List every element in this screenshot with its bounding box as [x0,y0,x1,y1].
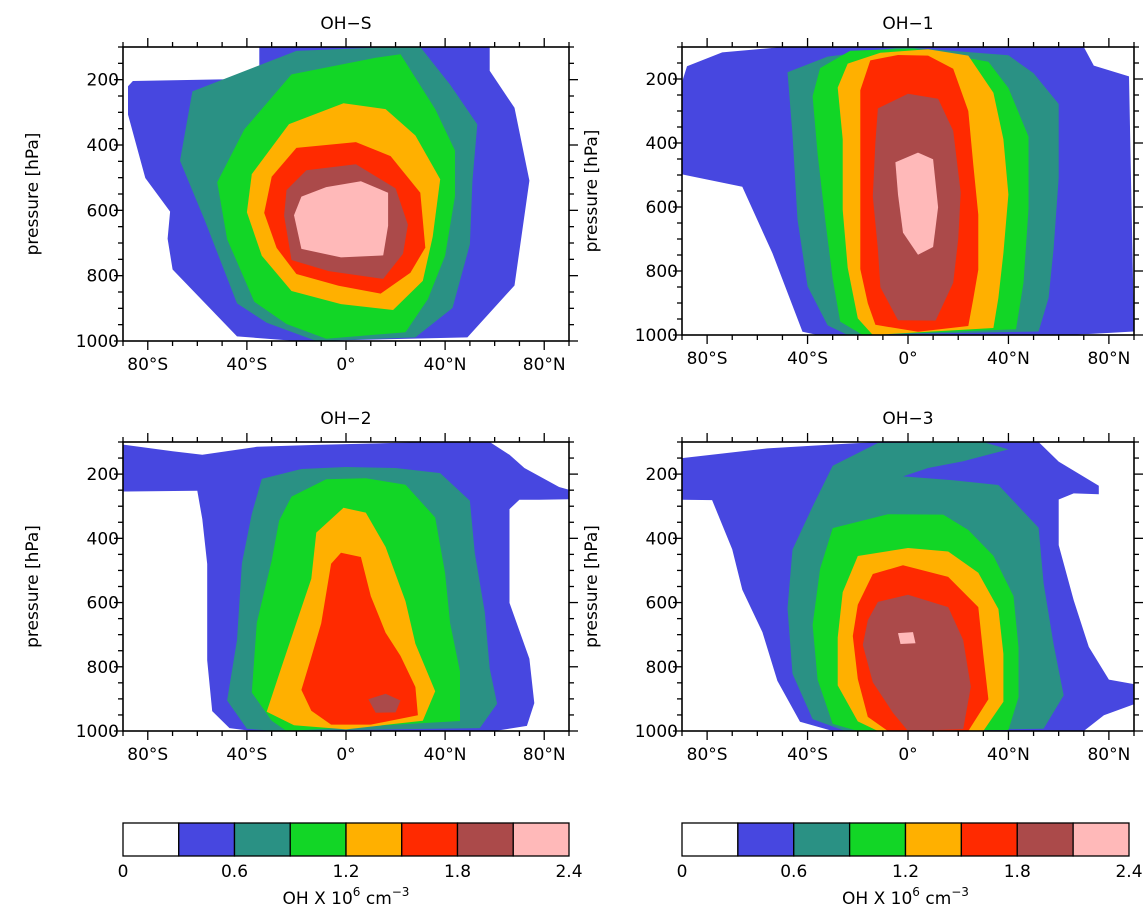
y-tick-label: 1000 [635,722,678,742]
panel-1: 80°S 40°S 0° 40°N 80°N 200 400 600 800 1000 pressu… [23,14,578,375]
colorbar-tick-label: 2.4 [1115,862,1142,882]
contour-band-level-6 [862,594,971,731]
x-tick-label: 40°N [987,349,1030,369]
axis-ticks [673,433,1143,740]
y-tick-label: 800 [87,658,119,678]
x-tick-label: 80°N [1087,745,1130,765]
panel-4: 80°S 40°S 0° 40°N 80°N 200 400 600 800 1000 pressu… [582,409,1143,765]
panel-2: 80°S 40°S 0° 40°N 80°N 200 400 600 800 1000 pressu… [582,14,1143,369]
y-tick-label: 400 [87,136,119,156]
x-tick-label: 40°S [787,745,828,765]
x-tick-label: 0° [898,349,917,369]
x-tick-label: 80°S [127,745,168,765]
y-tick-label: 600 [87,201,119,221]
x-tick-label: 0° [336,745,355,765]
y-tick-label: 600 [646,198,678,218]
panel-title: OH−3 [882,409,933,429]
colorbar-tick-label: 2.4 [555,862,582,882]
y-tick-label: 800 [646,262,678,282]
y-axis-label: pressure [hPa] [23,133,43,256]
colorbar-swatch [960,822,1018,857]
panel-3: 80°S 40°S 0° 40°N 80°N 200 400 600 800 1000 pressu… [23,409,578,765]
y-tick-label: 400 [646,529,678,549]
colorbar-tick-label: 1.8 [444,862,471,882]
contour-band-level-7 [898,632,916,644]
colorbar-tick-label: 1.2 [892,862,919,882]
contour-fills [682,442,1134,731]
x-tick-label: 40°N [987,745,1030,765]
x-tick-label: 80°S [687,349,728,369]
y-tick-label: 200 [646,70,678,90]
colorbar-swatch [345,822,403,857]
y-tick-label: 600 [646,594,678,614]
x-tick-label: 0° [336,355,355,375]
colorbar-2: 0 0.6 1.2 1.8 2.4 OH X 106 cm−3 [677,822,1143,909]
y-axis-label: pressure [hPa] [582,525,602,648]
y-tick-label: 400 [87,529,119,549]
colorbar-swatch [178,822,236,857]
colorbar-label: OH X 106 cm−3 [283,885,410,909]
colorbar-tick-label: 0 [677,862,688,882]
y-tick-label: 400 [646,134,678,154]
contour-band-level-5 [301,552,418,725]
colorbar-tick-label: 0.6 [780,862,807,882]
x-tick-label: 40°N [424,355,467,375]
y-axis-label: pressure [hPa] [582,130,602,253]
colorbar-swatch [456,822,514,857]
colorbar-tick-label: 0 [118,862,129,882]
contour-fills [682,47,1134,335]
colorbar-swatch [512,822,570,857]
colorbar-tick-label: 1.8 [1004,862,1031,882]
colorbar-swatch [737,822,795,857]
panel-title: OH−S [320,14,371,34]
y-tick-label: 200 [646,465,678,485]
x-tick-label: 40°S [226,745,267,765]
colorbar-swatch [1072,822,1130,857]
colorbar-swatch [793,822,851,857]
y-axis-label: pressure [hPa] [23,525,43,648]
colorbar-swatch [233,822,291,857]
y-tick-label: 800 [87,267,119,287]
x-tick-label: 80°N [523,355,566,375]
y-tick-label: 800 [646,658,678,678]
y-tick-label: 200 [87,465,119,485]
y-tick-label: 600 [87,594,119,614]
x-tick-label: 40°N [424,745,467,765]
contour-fills [128,47,530,341]
x-tick-label: 80°N [1087,349,1130,369]
panel-title: OH−1 [882,14,933,34]
colorbar-tick-label: 1.2 [332,862,359,882]
colorbar-swatch [122,822,180,857]
contour-band-level-7 [294,181,389,258]
colorbar-swatch [289,822,347,857]
colorbar-tick-label: 0.6 [221,862,248,882]
colorbar-label: OH X 106 cm−3 [842,885,969,909]
colorbar-1: 0 0.6 1.2 1.8 2.4 OH X 106 cm−3 [118,822,583,909]
contour-band-level-6 [368,693,401,713]
y-tick-label: 200 [87,71,119,91]
x-tick-label: 80°N [523,745,566,765]
x-tick-label: 80°S [687,745,728,765]
axis-ticks [114,38,578,350]
y-tick-label: 1000 [635,326,678,346]
colorbar-swatch [1016,822,1074,857]
x-tick-label: 40°S [226,355,267,375]
x-tick-label: 40°S [787,349,828,369]
x-tick-label: 80°S [127,355,168,375]
colorbar-swatch [681,822,739,857]
x-tick-label: 0° [898,745,917,765]
contour-band-level-7 [895,152,939,255]
y-tick-label: 1000 [76,332,119,352]
axis-ticks [114,433,578,740]
contour-fills [123,442,569,731]
colorbar-swatch [401,822,459,857]
y-tick-label: 1000 [76,722,119,742]
panel-title: OH−2 [320,409,371,429]
colorbar-swatch [848,822,907,857]
colorbar-swatch [904,822,963,857]
axis-ticks [673,38,1143,344]
